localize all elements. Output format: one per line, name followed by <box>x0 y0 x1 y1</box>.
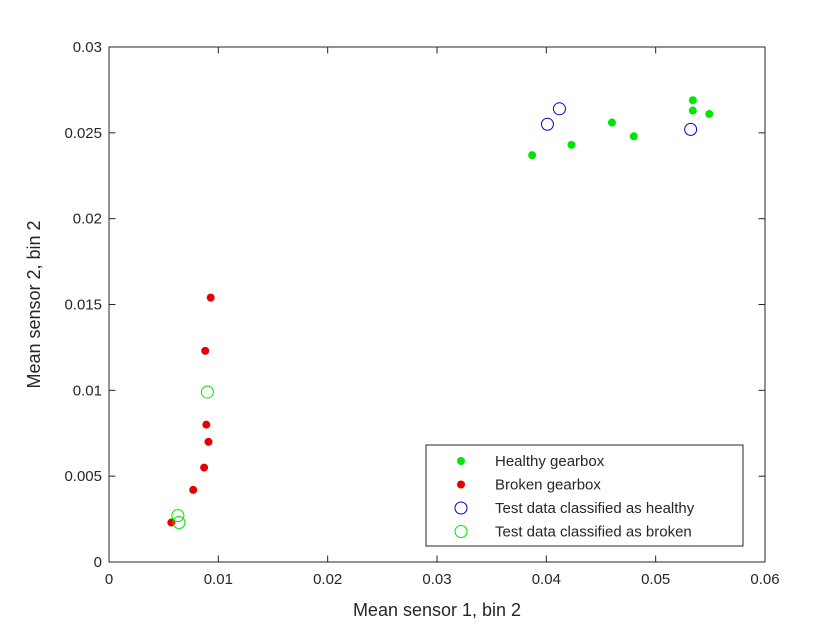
data-point <box>607 118 616 127</box>
y-tick-label: 0.005 <box>64 468 102 485</box>
axis-ticks: 0 0.01 0.02 0.03 0.04 0.05 0.06 0 0.005 0.01 0.015… <box>64 39 779 588</box>
y-tick-label: 0.015 <box>64 297 102 314</box>
legend-entry: Healthy gearbox <box>495 453 605 470</box>
legend-marker <box>457 457 465 465</box>
y-tick-label: 0 <box>94 554 102 571</box>
data-point <box>684 122 698 136</box>
legend-entry: Test data classified as healthy <box>495 500 695 517</box>
y-tick-label: 0.03 <box>73 39 102 56</box>
y-tick-label: 0.02 <box>73 211 102 228</box>
legend-box <box>425 444 744 547</box>
data-point <box>540 117 554 131</box>
data-point <box>171 509 185 523</box>
legend-marker <box>454 525 468 538</box>
data-point <box>688 106 697 115</box>
data-point <box>200 463 209 472</box>
data-point <box>206 293 215 302</box>
x-tick-label: 0.01 <box>204 571 233 588</box>
y-axis-label: Mean sensor 2, bin 2 <box>24 220 44 388</box>
x-tick-label: 0.06 <box>750 571 779 588</box>
legend-entry: Test data classified as broken <box>495 524 692 541</box>
legend: Healthy gearbox Broken gearbox Test data c… <box>425 444 744 547</box>
data-point <box>528 151 537 160</box>
x-axis-label: Mean sensor 1, bin 2 <box>353 600 521 620</box>
data-point <box>552 102 566 116</box>
x-tick-label: 0.02 <box>313 571 342 588</box>
data-point <box>200 385 214 399</box>
data-point <box>202 420 211 429</box>
data-point <box>201 346 210 355</box>
data-point <box>204 437 213 446</box>
data-point <box>567 140 576 149</box>
x-tick-label: 0.05 <box>641 571 670 588</box>
data-points <box>167 96 714 530</box>
data-point <box>172 516 186 530</box>
x-tick-label: 0.03 <box>422 571 451 588</box>
y-tick-label: 0.01 <box>73 382 102 399</box>
legend-entry: Broken gearbox <box>495 477 601 494</box>
x-tick-label: 0.04 <box>532 571 561 588</box>
data-point <box>705 109 714 118</box>
legend-marker <box>454 501 468 515</box>
data-point <box>189 485 198 494</box>
legend-marker <box>457 480 465 489</box>
data-point <box>629 132 638 141</box>
data-point <box>688 96 697 105</box>
y-tick-label: 0.025 <box>64 125 102 142</box>
x-tick-label: 0 <box>105 571 113 588</box>
